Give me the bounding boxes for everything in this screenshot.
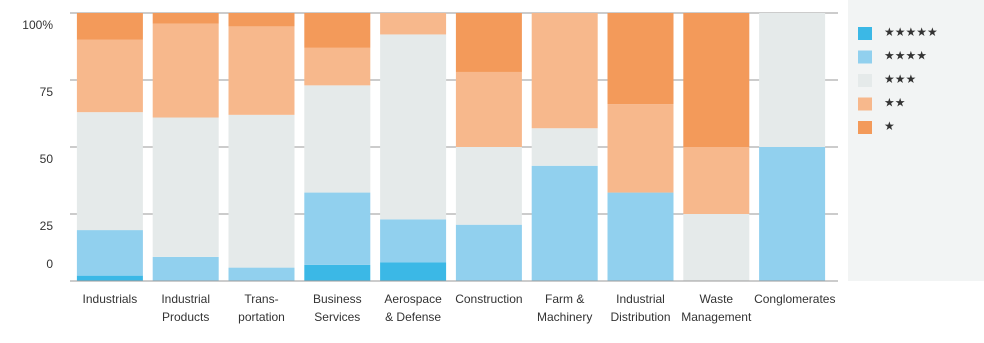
bar-segment	[76, 275, 143, 281]
bar-segment	[380, 34, 447, 220]
bar-segment	[683, 13, 750, 147]
x-tick-label: Waste Management	[681, 292, 752, 324]
bar-segment	[455, 224, 522, 281]
bar-segment	[683, 214, 750, 281]
bar-segment	[380, 262, 447, 281]
x-tick-label: Construction	[455, 292, 523, 306]
legend-label: ★	[884, 119, 895, 133]
legend-label: ★★★★★	[884, 25, 938, 39]
bar-segment	[152, 23, 219, 118]
bar-segment	[304, 192, 371, 265]
legend-swatch	[858, 74, 872, 87]
y-tick-label: 0	[46, 257, 53, 271]
bar-segment	[531, 128, 598, 166]
bar-segment	[455, 147, 522, 225]
x-tick-label: Farm & Machinery	[537, 292, 593, 324]
bar-segment	[304, 47, 371, 86]
bar-segment	[228, 114, 295, 268]
bar-segment	[759, 13, 826, 147]
legend-panel	[848, 0, 984, 281]
legend-swatch	[858, 27, 872, 40]
y-tick-label: 50	[40, 152, 54, 166]
bar-segment	[304, 264, 371, 281]
bar-segment	[531, 13, 598, 129]
x-tick-label: Industrial Distribution	[610, 292, 671, 324]
bar-segment	[683, 147, 750, 214]
bar-segment	[759, 147, 826, 281]
bar-segment	[304, 85, 371, 193]
bar-segment	[76, 230, 143, 276]
legend-swatch	[858, 97, 872, 111]
x-tick-label: Conglomerates	[754, 292, 836, 306]
y-tick-label: 75	[40, 85, 54, 99]
bar-segment	[76, 13, 143, 40]
bar-segment	[380, 13, 447, 35]
legend-label: ★★★	[884, 72, 916, 86]
x-tick-label: Industrial Products	[161, 292, 211, 324]
legend-label: ★★	[884, 96, 906, 110]
legend-swatch	[858, 50, 872, 64]
bar-segment	[455, 13, 522, 72]
bar-segment	[152, 256, 219, 281]
bar-segment	[76, 39, 143, 113]
bar-segment	[455, 71, 522, 147]
y-tick-label: 100%	[22, 18, 53, 32]
bar-segment	[152, 13, 219, 24]
legend-swatch	[858, 121, 872, 134]
legend-label: ★★★★	[884, 49, 927, 63]
bar-segment	[531, 165, 598, 281]
x-tick-label: Aerospace & Defense	[384, 292, 442, 324]
bar-segment	[607, 13, 674, 105]
bar-segment	[152, 117, 219, 257]
bar-segment	[607, 104, 674, 193]
bar-segment	[228, 267, 295, 281]
bar-segment	[304, 13, 371, 48]
bar-segment	[380, 219, 447, 263]
x-tick-label: Business Services	[312, 292, 362, 324]
y-tick-label: 25	[40, 219, 54, 233]
bar-segment	[228, 13, 295, 27]
bar-segment	[76, 112, 143, 231]
x-tick-label: Trans- portation	[238, 292, 285, 324]
bar-segment	[228, 26, 295, 115]
bar-segment	[607, 192, 674, 281]
x-tick-label: Industrials	[82, 292, 138, 306]
